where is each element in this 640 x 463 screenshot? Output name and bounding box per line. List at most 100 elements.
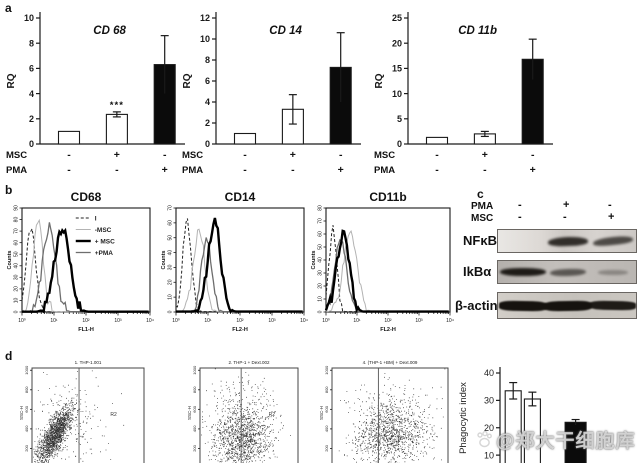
protein-band <box>589 300 637 311</box>
svg-text:10²: 10² <box>236 318 244 324</box>
svg-text:CD 14: CD 14 <box>269 25 302 37</box>
svg-text:RQ: RQ <box>6 73 17 88</box>
phago-bar-svg: 10 20 30 40 Phagocytic index <box>458 367 587 463</box>
western-blot-panel: PMA - + - MSC - - + NFκB IkBα β-actin <box>455 185 640 350</box>
svg-text:1000: 1000 <box>192 365 197 375</box>
scatter-3-svg: 4. (THP-1 +BM) + Dext.009 200 400 600 800 100… <box>319 360 449 463</box>
svg-text:-: - <box>115 164 119 176</box>
svg-text:1000: 1000 <box>24 365 29 375</box>
svg-text:***: *** <box>110 100 124 111</box>
flow-histogram-cd11b: CD11b 0 10 20 30 40 50 60 70 80 Counts 10⁰ 10¹ 10² 10³… <box>308 190 454 347</box>
svg-text:2: 2 <box>205 118 210 128</box>
svg-text:-: - <box>67 164 71 176</box>
svg-text:-: - <box>435 149 439 161</box>
svg-text:60: 60 <box>14 240 20 246</box>
svg-text:50: 50 <box>14 251 20 257</box>
svg-text:-: - <box>243 149 247 161</box>
svg-text:10¹: 10¹ <box>50 318 58 324</box>
svg-text:-: - <box>67 149 71 161</box>
svg-text:25: 25 <box>392 13 402 23</box>
svg-text:RQ: RQ <box>182 73 193 88</box>
svg-text:+: + <box>290 149 296 161</box>
svg-text:CD14: CD14 <box>225 190 256 204</box>
svg-text:0: 0 <box>318 310 324 313</box>
svg-text:400: 400 <box>192 425 197 432</box>
hist-cd14-svg: CD14 0 10 20 30 40 50 60 70 Counts 10⁰ 10¹ 10² 10³ 10⁴… <box>161 190 308 333</box>
svg-text:10⁰: 10⁰ <box>322 318 330 324</box>
svg-text:15: 15 <box>392 64 402 74</box>
condition-sign: - <box>563 211 567 223</box>
svg-text:10: 10 <box>24 13 34 23</box>
svg-text:10: 10 <box>318 296 324 302</box>
flow-curve <box>22 227 149 314</box>
svg-text:70: 70 <box>318 218 324 224</box>
svg-text:1. THP-1.001: 1. THP-1.001 <box>75 360 102 365</box>
svg-text:50: 50 <box>318 244 324 250</box>
svg-text:30: 30 <box>14 274 20 280</box>
bar <box>523 398 541 463</box>
svg-text:4. (THP-1 +BM) + Dext.009: 4. (THP-1 +BM) + Dext.009 <box>363 360 418 365</box>
flow-curve <box>175 218 303 313</box>
svg-text:40: 40 <box>168 250 174 256</box>
flow-histogram-cd14: CD14 0 10 20 30 40 50 60 70 Counts 10⁰ 10¹ 10² 10³ 10⁴… <box>158 190 310 347</box>
svg-text:+: + <box>530 164 536 176</box>
svg-text:30: 30 <box>168 264 174 270</box>
phagocytic-index-chart: 10 20 30 40 Phagocytic index <box>452 350 640 463</box>
svg-text:40: 40 <box>318 257 324 263</box>
svg-text:Counts: Counts <box>7 251 13 270</box>
svg-text:800: 800 <box>24 386 29 393</box>
bar-chart-cd14: 0 2 4 6 8 10 12 RQ CD 14 MSC - + - PMA - - + <box>176 6 388 189</box>
svg-text:-: - <box>435 164 439 176</box>
svg-text:CD11b: CD11b <box>369 190 406 204</box>
svg-text:30: 30 <box>484 396 494 406</box>
protein-band <box>543 300 593 311</box>
svg-text:Phagocytic index: Phagocytic index <box>458 382 469 454</box>
flow-curve <box>326 229 449 313</box>
scatter-plot-thp1: 1. THP-1.001 200 400 600 800 1000 SSC-H R2 <box>16 356 148 463</box>
bar <box>425 136 449 145</box>
bar <box>105 113 128 145</box>
svg-text:80: 80 <box>14 217 20 223</box>
svg-text:10¹: 10¹ <box>204 318 212 324</box>
svg-text:40: 40 <box>14 263 20 269</box>
panel-c-label: c <box>477 187 484 201</box>
scatter-dots <box>201 390 291 463</box>
svg-text:10²: 10² <box>82 318 90 324</box>
blot-label: NFκB <box>463 233 497 248</box>
svg-text:10³: 10³ <box>415 318 423 324</box>
svg-text:-: - <box>483 164 487 176</box>
panel-a-label: a <box>5 1 12 15</box>
svg-text:10⁴: 10⁴ <box>146 318 154 324</box>
svg-text:SSC-H: SSC-H <box>319 406 324 420</box>
svg-text:+PMA: +PMA <box>95 250 114 257</box>
svg-text:5: 5 <box>397 114 402 124</box>
protein-band <box>549 267 587 277</box>
svg-text:PMA: PMA <box>182 165 203 176</box>
svg-text:40: 40 <box>484 368 494 378</box>
scatter-dots <box>34 370 125 462</box>
svg-text:10: 10 <box>14 297 20 303</box>
svg-text:10⁴: 10⁴ <box>446 318 454 324</box>
bar <box>233 132 257 145</box>
svg-text:60: 60 <box>318 231 324 237</box>
flow-curve <box>325 225 449 313</box>
scatter-plot-thp1-bm-dext: 4. (THP-1 +BM) + Dext.009 200 400 600 800 100… <box>318 356 452 463</box>
svg-text:400: 400 <box>324 425 329 432</box>
blot-label: β-actin <box>455 297 498 313</box>
svg-text:10⁰: 10⁰ <box>18 318 26 324</box>
svg-text:6: 6 <box>29 64 34 74</box>
svg-text:400: 400 <box>24 425 29 432</box>
condition-sign: - <box>518 211 522 223</box>
svg-text:10³: 10³ <box>268 318 276 324</box>
svg-text:8: 8 <box>205 55 210 65</box>
bar-cd68-svg: 0 2 4 6 8 10 RQ CD 68 *** MSC - + - PMA - - + <box>6 12 185 176</box>
svg-text:20: 20 <box>484 423 494 433</box>
condition-sign: - <box>608 199 612 211</box>
svg-text:0: 0 <box>14 310 20 313</box>
svg-text:10: 10 <box>200 34 210 44</box>
protein-band <box>547 235 589 247</box>
svg-text:CD 11b: CD 11b <box>458 25 497 37</box>
svg-text:30: 30 <box>318 270 324 276</box>
hist-cd11b-svg: CD11b 0 10 20 30 40 50 60 70 80 Counts 10⁰ 10¹ 10² 10³… <box>311 190 454 333</box>
